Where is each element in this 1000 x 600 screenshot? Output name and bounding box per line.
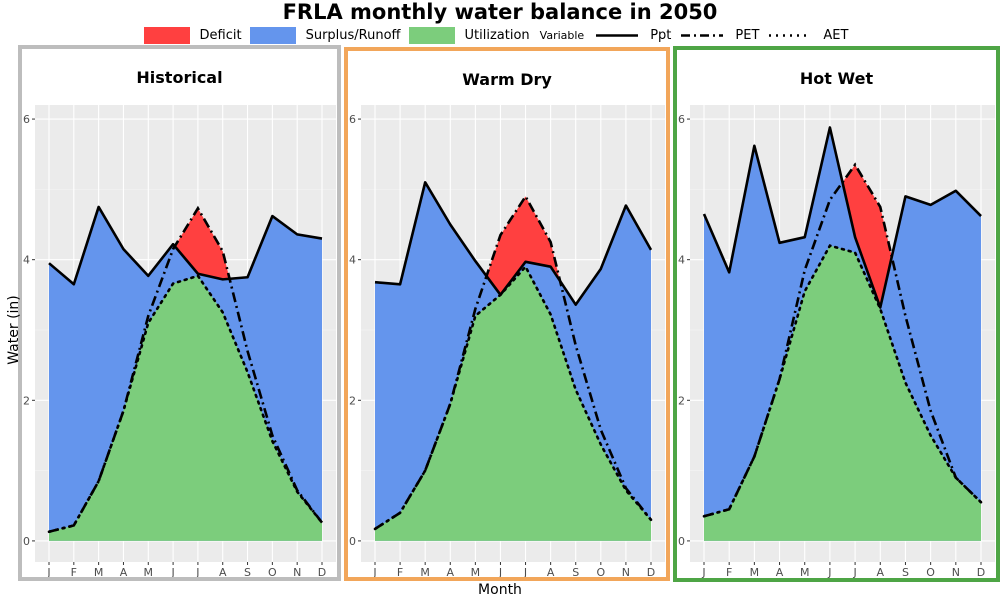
x-tick-label: J — [852, 566, 856, 579]
x-tick-label: M — [420, 566, 430, 579]
x-tick-label: N — [293, 566, 301, 579]
x-tick-label: M — [94, 566, 104, 579]
deficit-area — [842, 164, 892, 308]
x-tick-label: A — [120, 566, 128, 579]
x-tick-label: M — [144, 566, 154, 579]
panel-warm-dry: 0 2 4 6 J F M A M J J A S O N D Warm Dry — [344, 47, 670, 581]
panel-title: Historical — [136, 68, 222, 87]
x-tick-label: D — [647, 566, 655, 579]
y-tick-label: 6 — [349, 113, 356, 126]
x-tick-label: O — [596, 566, 605, 579]
legend-label-deficit: Deficit — [199, 27, 242, 43]
legend-label-surplus: Surplus/Runoff — [305, 27, 401, 43]
x-tick-label: J — [372, 566, 376, 579]
chart-title: FRLA monthly water balance in 2050 — [282, 0, 718, 24]
legend-label-aet: AET — [823, 27, 849, 43]
x-tick-label: O — [926, 566, 935, 579]
x-tick-label: A — [219, 566, 227, 579]
y-tick-label: 2 — [349, 394, 356, 407]
aet-line — [47, 274, 324, 534]
legend-swatch-surplus — [249, 26, 296, 44]
x-tick-label: J — [827, 566, 831, 579]
legend-line-aet — [769, 33, 812, 37]
x-tick-label: M — [471, 566, 481, 579]
legend-item-deficit: Deficit — [143, 26, 242, 44]
x-tick-label: J — [523, 566, 527, 579]
panel-hot-wet: 0 2 4 6 J F M A M J J A S O N D Hot Wet — [673, 46, 1000, 582]
panel-border — [18, 45, 341, 581]
legend-label-utilization: Utilization — [464, 27, 530, 43]
x-tick-label: O — [268, 566, 277, 579]
utilization-area — [375, 266, 651, 541]
aet-line — [373, 264, 653, 531]
x-tick-label: D — [318, 566, 326, 579]
legend-swatch-utilization — [408, 26, 455, 44]
x-tick-label: S — [572, 566, 579, 579]
y-tick-label: 6 — [678, 113, 685, 126]
x-tick-label: M — [800, 566, 810, 579]
x-tick-label: A — [776, 566, 784, 579]
legend-item-pet: PET — [679, 27, 759, 44]
aet-line — [702, 244, 983, 518]
y-tick-label: 2 — [23, 394, 30, 407]
x-tick-label: J — [170, 566, 174, 579]
legend-label-pet: PET — [735, 27, 760, 43]
panel-border — [344, 47, 670, 581]
legend-item-aet: AET — [767, 27, 848, 44]
x-tick-label: A — [447, 566, 455, 579]
ppt-line — [702, 126, 982, 309]
x-tick-label: J — [701, 566, 705, 579]
x-tick-label: A — [547, 566, 555, 579]
legend-item-utilization: Utilization — [408, 26, 530, 44]
x-tick-label: F — [71, 566, 77, 579]
y-tick-label: 2 — [678, 394, 685, 407]
panel-title: Hot Wet — [800, 69, 874, 88]
y-tick-label: 4 — [349, 254, 356, 267]
x-tick-label: J — [498, 566, 502, 579]
legend-variable-title: Variable — [539, 28, 585, 42]
pet-line — [374, 193, 653, 531]
x-tick-label: A — [877, 566, 885, 579]
x-tick-label: S — [902, 566, 909, 579]
x-tick-label: F — [397, 566, 403, 579]
x-tick-label: J — [46, 566, 50, 579]
deficit-area — [486, 196, 561, 295]
y-tick-label: 0 — [349, 535, 356, 548]
legend-item-surplus: Surplus/Runoff — [249, 26, 401, 44]
panel-border — [673, 46, 1000, 582]
x-tick-label: D — [977, 566, 985, 579]
ppt-line — [374, 181, 653, 306]
x-tick-label: F — [726, 566, 732, 579]
y-tick-label: 0 — [23, 535, 30, 548]
y-tick-label: 6 — [23, 113, 30, 126]
x-tick-label: N — [622, 566, 630, 579]
legend-line-pet — [681, 33, 724, 37]
x-tick-label: M — [750, 566, 760, 579]
y-tick-label: 4 — [678, 254, 685, 267]
x-tick-label: S — [244, 566, 251, 579]
utilization-area — [704, 245, 981, 541]
utilization-area — [49, 275, 322, 541]
legend: Deficit Surplus/Runoff Utilization Varia… — [0, 25, 1000, 45]
pet-line — [48, 205, 324, 534]
legend-item-ppt: Ppt — [594, 27, 671, 44]
panel-historical: 0 2 4 6 J F M A M J J A S O N D Historical — [18, 45, 341, 581]
y-tick-label: 4 — [23, 254, 30, 267]
x-axis-label: Month — [478, 582, 522, 598]
x-tick-label: J — [195, 566, 199, 579]
panel-title: Warm Dry — [462, 70, 552, 89]
legend-line-ppt — [596, 33, 639, 37]
legend-label-ppt: Ppt — [650, 27, 672, 43]
ppt-line — [48, 205, 323, 286]
x-tick-label: N — [952, 566, 960, 579]
y-tick-label: 0 — [678, 535, 685, 548]
legend-swatch-deficit — [143, 26, 190, 44]
y-axis-label: Water (in) — [6, 295, 22, 365]
